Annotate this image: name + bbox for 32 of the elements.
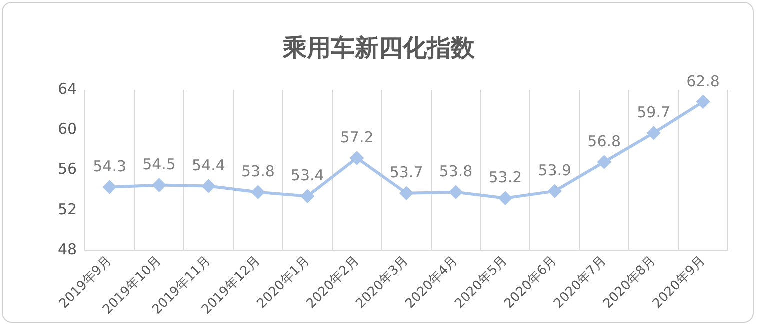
y-tick-label: 60: [58, 120, 78, 138]
point: [103, 180, 116, 194]
chart-title: 乘用车新四化指数: [282, 33, 476, 64]
point: [252, 186, 265, 199]
data-label: 53.7: [390, 164, 424, 182]
y-tick-label: 48: [58, 240, 78, 258]
point: [598, 156, 611, 169]
point: [400, 186, 414, 200]
point: [301, 190, 314, 203]
data-label: 53.9: [538, 162, 572, 180]
point: [498, 192, 512, 205]
data-label: 59.7: [637, 104, 671, 122]
point: [450, 186, 462, 199]
data-label: 53.4: [290, 166, 324, 185]
data-label: 53.8: [439, 162, 473, 181]
data-label: 57.2: [340, 128, 374, 147]
point: [647, 126, 660, 140]
data-label: 54.5: [142, 156, 176, 174]
data-label: 54.3: [93, 158, 127, 176]
point: [696, 96, 710, 109]
point: [152, 178, 166, 192]
y-tick-label: 56: [58, 160, 78, 178]
y-tick-label: 52: [58, 200, 78, 218]
point: [548, 184, 562, 198]
data-label: 53.2: [488, 168, 522, 187]
data-label: 56.8: [588, 132, 622, 151]
point: [202, 180, 216, 193]
y-tick-label: 64: [58, 80, 78, 98]
data-label: 54.4: [192, 156, 226, 175]
data-label: 62.8: [686, 72, 720, 90]
point: [350, 152, 364, 165]
data-label: 53.8: [241, 162, 275, 181]
